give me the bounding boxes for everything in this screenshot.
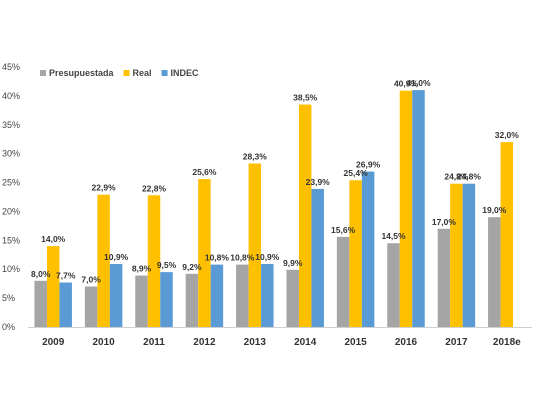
data-label-presupuestada-2015: 15,6% [331, 225, 356, 235]
x-tick-label-2012: 2012 [193, 337, 216, 348]
bar-real-2017 [450, 183, 463, 327]
y-tick-label-10: 10% [2, 264, 20, 274]
y-tick-label-30: 30% [2, 149, 20, 159]
bar-indec-2016 [412, 90, 425, 327]
data-label-indec-2015: 26,9% [356, 160, 381, 170]
data-label-presupuestada-2017: 17,0% [432, 217, 457, 227]
data-label-indec-2013: 10,9% [255, 252, 280, 262]
bar-presupuestada-2015 [336, 236, 350, 327]
bar-indec-2010 [109, 264, 123, 327]
data-label-indec-2009: 7,7% [56, 271, 76, 281]
bar-indec-2013 [261, 264, 274, 327]
bar-presupuestada-2013 [236, 264, 249, 327]
data-label-real-2013: 28,3% [243, 151, 268, 161]
legend-label-presupuestada: Presupuestada [49, 68, 115, 78]
bar-real-2014 [298, 104, 312, 327]
x-tick-label-2009: 2009 [42, 337, 65, 348]
bar-real-2012 [198, 179, 211, 327]
data-label-real-2012: 25,6% [192, 167, 217, 177]
data-label-presupuestada-2014: 9,9% [283, 258, 303, 268]
bar-presupuestada-2014 [286, 269, 299, 327]
x-axis: 2009 2010 2011 2012 2013 2014 2015 2016 2017 2018… [28, 327, 532, 348]
legend-swatch-presupuestada [40, 70, 46, 76]
bar-presupuestada-2009 [34, 280, 47, 327]
y-tick-label-20: 20% [2, 206, 20, 216]
x-tick-label-2016: 2016 [395, 337, 418, 348]
bar-indec-2017 [462, 183, 476, 327]
y-axis: 0% 5% 10% 15% 20% 25% 30% 35% 40% 45% [2, 62, 20, 332]
x-tick-label-2011: 2011 [143, 337, 165, 348]
x-tick-label-2017: 2017 [445, 337, 468, 348]
bars [34, 90, 514, 327]
x-tick-label-2010: 2010 [92, 337, 115, 348]
bar-real-2009 [46, 246, 60, 327]
chart-legend: Presupuestada Real INDEC [40, 68, 199, 78]
bar-real-2010 [97, 194, 110, 327]
data-label-indec-2010: 10,9% [104, 252, 129, 262]
data-label-real-2016: 40,9% [394, 79, 419, 89]
legend-swatch-indec [161, 70, 168, 76]
bar-real-2011 [147, 195, 161, 327]
data-labels: 8,0%14,0%7,7% 7,0%22,9%10,9%8,9%22,8%9,5%… [31, 78, 519, 284]
x-tick-label-2014: 2014 [294, 337, 317, 348]
data-label-presupuestada-2018e: 19,0% [482, 205, 507, 215]
x-tick-label-2018e: 2018e [493, 337, 521, 348]
bar-indec-2011 [160, 272, 173, 327]
legend-swatch-real [123, 70, 130, 76]
y-tick-label-35: 35% [2, 120, 20, 130]
data-label-indec-2014: 23,9% [306, 177, 331, 187]
data-label-indec-2011: 9,5% [157, 260, 177, 270]
bar-real-2015 [349, 180, 362, 327]
data-label-presupuestada-2012: 9,2% [182, 262, 202, 272]
data-label-real-2009: 14,0% [41, 234, 66, 244]
y-tick-label-5: 5% [2, 293, 15, 303]
bar-presupuestada-2010 [84, 286, 98, 327]
data-label-real-2017: 24,8% [444, 172, 469, 182]
bar-presupuestada-2016 [387, 243, 400, 327]
bar-real-2018e [500, 142, 514, 327]
legend-label-indec: INDEC [171, 68, 200, 78]
y-tick-label-0: 0% [2, 322, 15, 332]
bar-presupuestada-2018e [488, 217, 501, 327]
data-label-real-2010: 22,9% [92, 183, 117, 193]
bar-indec-2009 [59, 282, 72, 327]
bar-presupuestada-2012 [185, 273, 199, 327]
data-label-indec-2016: 41,0% [406, 78, 431, 88]
data-label-presupuestada-2016: 14,5% [381, 231, 406, 241]
data-label-presupuestada-2013: 10,8% [230, 253, 255, 263]
y-tick-label-25: 25% [2, 178, 20, 188]
data-label-indec-2012: 10,8% [205, 253, 230, 263]
data-label-presupuestada-2011: 8,9% [132, 264, 152, 274]
bar-real-2013 [248, 163, 262, 327]
y-tick-label-45: 45% [2, 62, 20, 72]
x-tick-label-2013: 2013 [244, 337, 267, 348]
bar-indec-2015 [361, 171, 375, 327]
data-label-real-2015: 25,4% [344, 168, 369, 178]
y-tick-label-40: 40% [2, 91, 20, 101]
data-label-presupuestada-2010: 7,0% [81, 275, 101, 285]
data-label-indec-2017: 24,8% [457, 172, 482, 182]
bar-real-2016 [399, 90, 413, 327]
bar-indec-2014 [311, 188, 324, 327]
data-label-real-2011: 22,8% [142, 183, 167, 193]
bar-indec-2012 [210, 264, 224, 327]
bar-presupuestada-2017 [437, 228, 451, 327]
data-label-real-2014: 38,5% [293, 93, 318, 103]
data-label-presupuestada-2009: 8,0% [31, 269, 51, 279]
bar-presupuestada-2011 [135, 275, 148, 327]
data-label-real-2018e: 32,0% [495, 130, 520, 140]
y-tick-label-15: 15% [2, 235, 20, 245]
legend-label-real: Real [133, 68, 152, 78]
x-tick-label-2015: 2015 [344, 337, 367, 348]
